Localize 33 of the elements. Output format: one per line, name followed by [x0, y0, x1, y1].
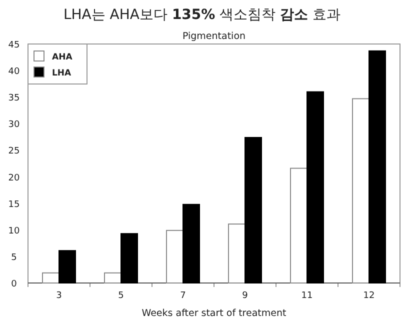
x-tick-label: 9 [242, 291, 248, 301]
x-axis-title: Weeks after start of treatment [142, 308, 287, 319]
bar [352, 98, 370, 284]
x-tick-label: 3 [56, 291, 62, 301]
bar [368, 50, 386, 284]
legend-label: AHA [52, 52, 73, 62]
y-tick-label: 45 [8, 40, 20, 50]
bar [166, 230, 184, 284]
bar [42, 272, 60, 284]
y-tick-label: 35 [8, 94, 20, 104]
y-tick-label: 30 [8, 120, 20, 130]
chart-subtitle: Pigmentation [182, 31, 246, 42]
bar [120, 233, 138, 284]
y-tick-label: 10 [8, 226, 20, 236]
x-tick-label: 12 [363, 291, 375, 301]
x-tick-label: 7 [180, 291, 186, 301]
bar [244, 136, 262, 284]
bar [290, 168, 308, 284]
bar [228, 224, 246, 284]
x-tick-label: 5 [118, 291, 124, 301]
y-tick-label: 0 [11, 280, 18, 290]
bar [104, 272, 122, 284]
x-tick-label: 11 [301, 291, 313, 301]
y-tick-label: 5 [11, 252, 17, 263]
y-tick-label: 15 [8, 200, 20, 210]
y-tick-label: 25 [8, 146, 20, 157]
legend-label: LHA [52, 68, 72, 78]
y-tick-label: 20 [8, 173, 20, 184]
chart-title: LHA는 AHA보다 135% 색소침착 감소 효과 [63, 7, 341, 23]
bar [58, 250, 76, 284]
y-tick-label: 40 [8, 67, 20, 78]
bar [182, 204, 200, 284]
bar [306, 91, 324, 284]
